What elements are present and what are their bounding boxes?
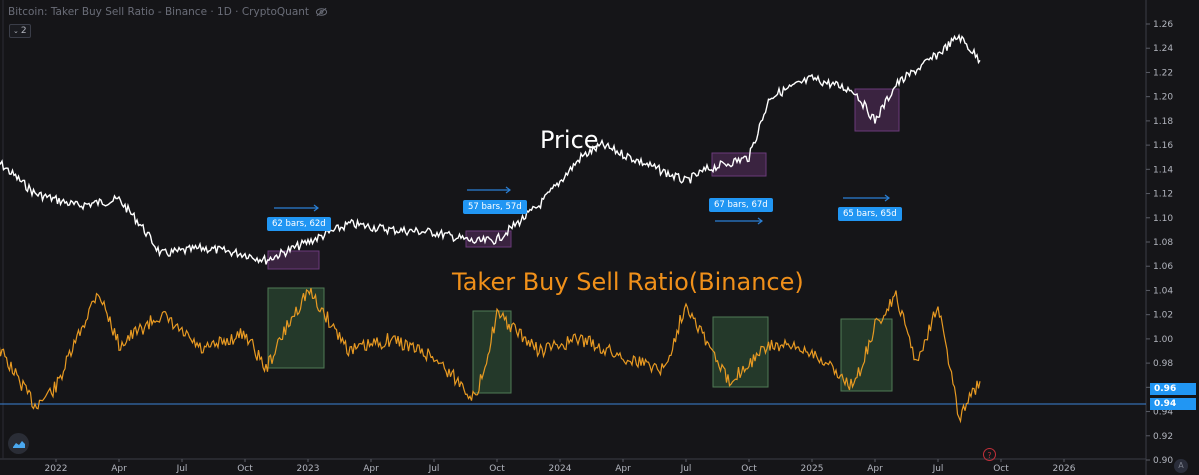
x-tick-label: Apr — [615, 464, 631, 474]
y-tick-label: 1.22 — [1153, 68, 1173, 78]
x-tick-label: Oct — [237, 464, 253, 474]
price-line — [0, 33, 981, 265]
x-tick-label: 2024 — [549, 464, 572, 474]
chevron-down-icon: ⌄ — [13, 27, 19, 35]
legend-collapse-toggle[interactable]: ⌄ 2 — [9, 24, 31, 38]
y-tick-label: 0.90 — [1153, 456, 1173, 466]
price-highlight-box — [854, 88, 900, 132]
x-tick-label: 2023 — [297, 464, 320, 474]
cryptoquant-logo-button[interactable] — [8, 433, 29, 454]
y-tick-label: 0.94 — [1153, 408, 1173, 418]
measure-badge[interactable]: 67 bars, 67d — [709, 198, 773, 212]
price-highlight-box — [711, 152, 767, 177]
chart-title-bar: Bitcoin: Taker Buy Sell Ratio - Binance … — [8, 6, 328, 18]
y-tick-label: 1.14 — [1153, 165, 1173, 175]
auto-scale-button[interactable]: A — [1174, 459, 1188, 473]
help-button[interactable]: ? — [983, 448, 996, 461]
x-tick-label: Apr — [363, 464, 379, 474]
ratio-highlight-box — [840, 318, 893, 392]
legend-count: 2 — [20, 26, 27, 36]
price-annotation: Price — [540, 126, 599, 154]
price-tag-0.94: 0.94 — [1150, 398, 1196, 410]
x-tick-label: 2026 — [1053, 464, 1076, 474]
x-tick-label: Jul — [932, 464, 944, 474]
price-tag-0.96: 0.96 — [1150, 383, 1196, 395]
x-tick-label: Oct — [993, 464, 1009, 474]
price-highlight-box — [267, 250, 320, 270]
x-tick-label: Apr — [867, 464, 883, 474]
price-highlight-box — [465, 230, 512, 248]
x-tick-label: Oct — [489, 464, 505, 474]
y-tick-label: 1.20 — [1153, 93, 1173, 103]
arrow-right-icon — [467, 186, 511, 194]
y-tick-label: 1.04 — [1153, 286, 1173, 296]
ratio-highlight-box — [472, 310, 512, 394]
eye-off-icon[interactable] — [315, 7, 328, 17]
y-tick-label: 0.98 — [1153, 359, 1173, 369]
y-tick-label: 1.08 — [1153, 238, 1173, 248]
chart-title: Bitcoin: Taker Buy Sell Ratio - Binance … — [8, 6, 310, 18]
measure-badge[interactable]: 57 bars, 57d — [463, 200, 527, 214]
y-tick-label: 1.02 — [1153, 311, 1173, 321]
x-tick-label: Apr — [111, 464, 127, 474]
y-tick-label: 0.92 — [1153, 432, 1173, 442]
cloud-chart-icon — [12, 440, 25, 448]
x-tick-label: Jul — [428, 464, 440, 474]
ratio-annotation: Taker Buy Sell Ratio(Binance) — [452, 268, 804, 296]
x-tick-label: Oct — [741, 464, 757, 474]
y-tick-label: 1.24 — [1153, 44, 1173, 54]
y-tick-label: 1.16 — [1153, 141, 1173, 151]
y-tick-label: 1.06 — [1153, 262, 1173, 272]
arrow-right-icon — [843, 194, 890, 202]
y-tick-label: 1.26 — [1153, 20, 1173, 30]
x-tick-label: Jul — [680, 464, 692, 474]
ratio-line — [0, 288, 981, 424]
y-tick-label: 1.12 — [1153, 190, 1173, 200]
y-tick-label: 1.00 — [1153, 335, 1173, 345]
x-tick-label: 2025 — [801, 464, 824, 474]
arrow-right-icon — [715, 217, 763, 225]
arrow-right-icon — [274, 204, 319, 212]
measure-badge[interactable]: 62 bars, 62d — [267, 217, 331, 231]
x-tick-label: Jul — [176, 464, 188, 474]
y-tick-label: 1.18 — [1153, 117, 1173, 127]
ratio-highlight-box — [267, 287, 325, 369]
x-tick-label: 2022 — [45, 464, 68, 474]
y-tick-label: 1.10 — [1153, 214, 1173, 224]
measure-badge[interactable]: 65 bars, 65d — [838, 207, 902, 221]
time-scale-axis[interactable]: 2022 Apr Jul Oct 2023 Apr Jul Oct 2024 Apr Jul Oct 2… — [45, 459, 1076, 474]
